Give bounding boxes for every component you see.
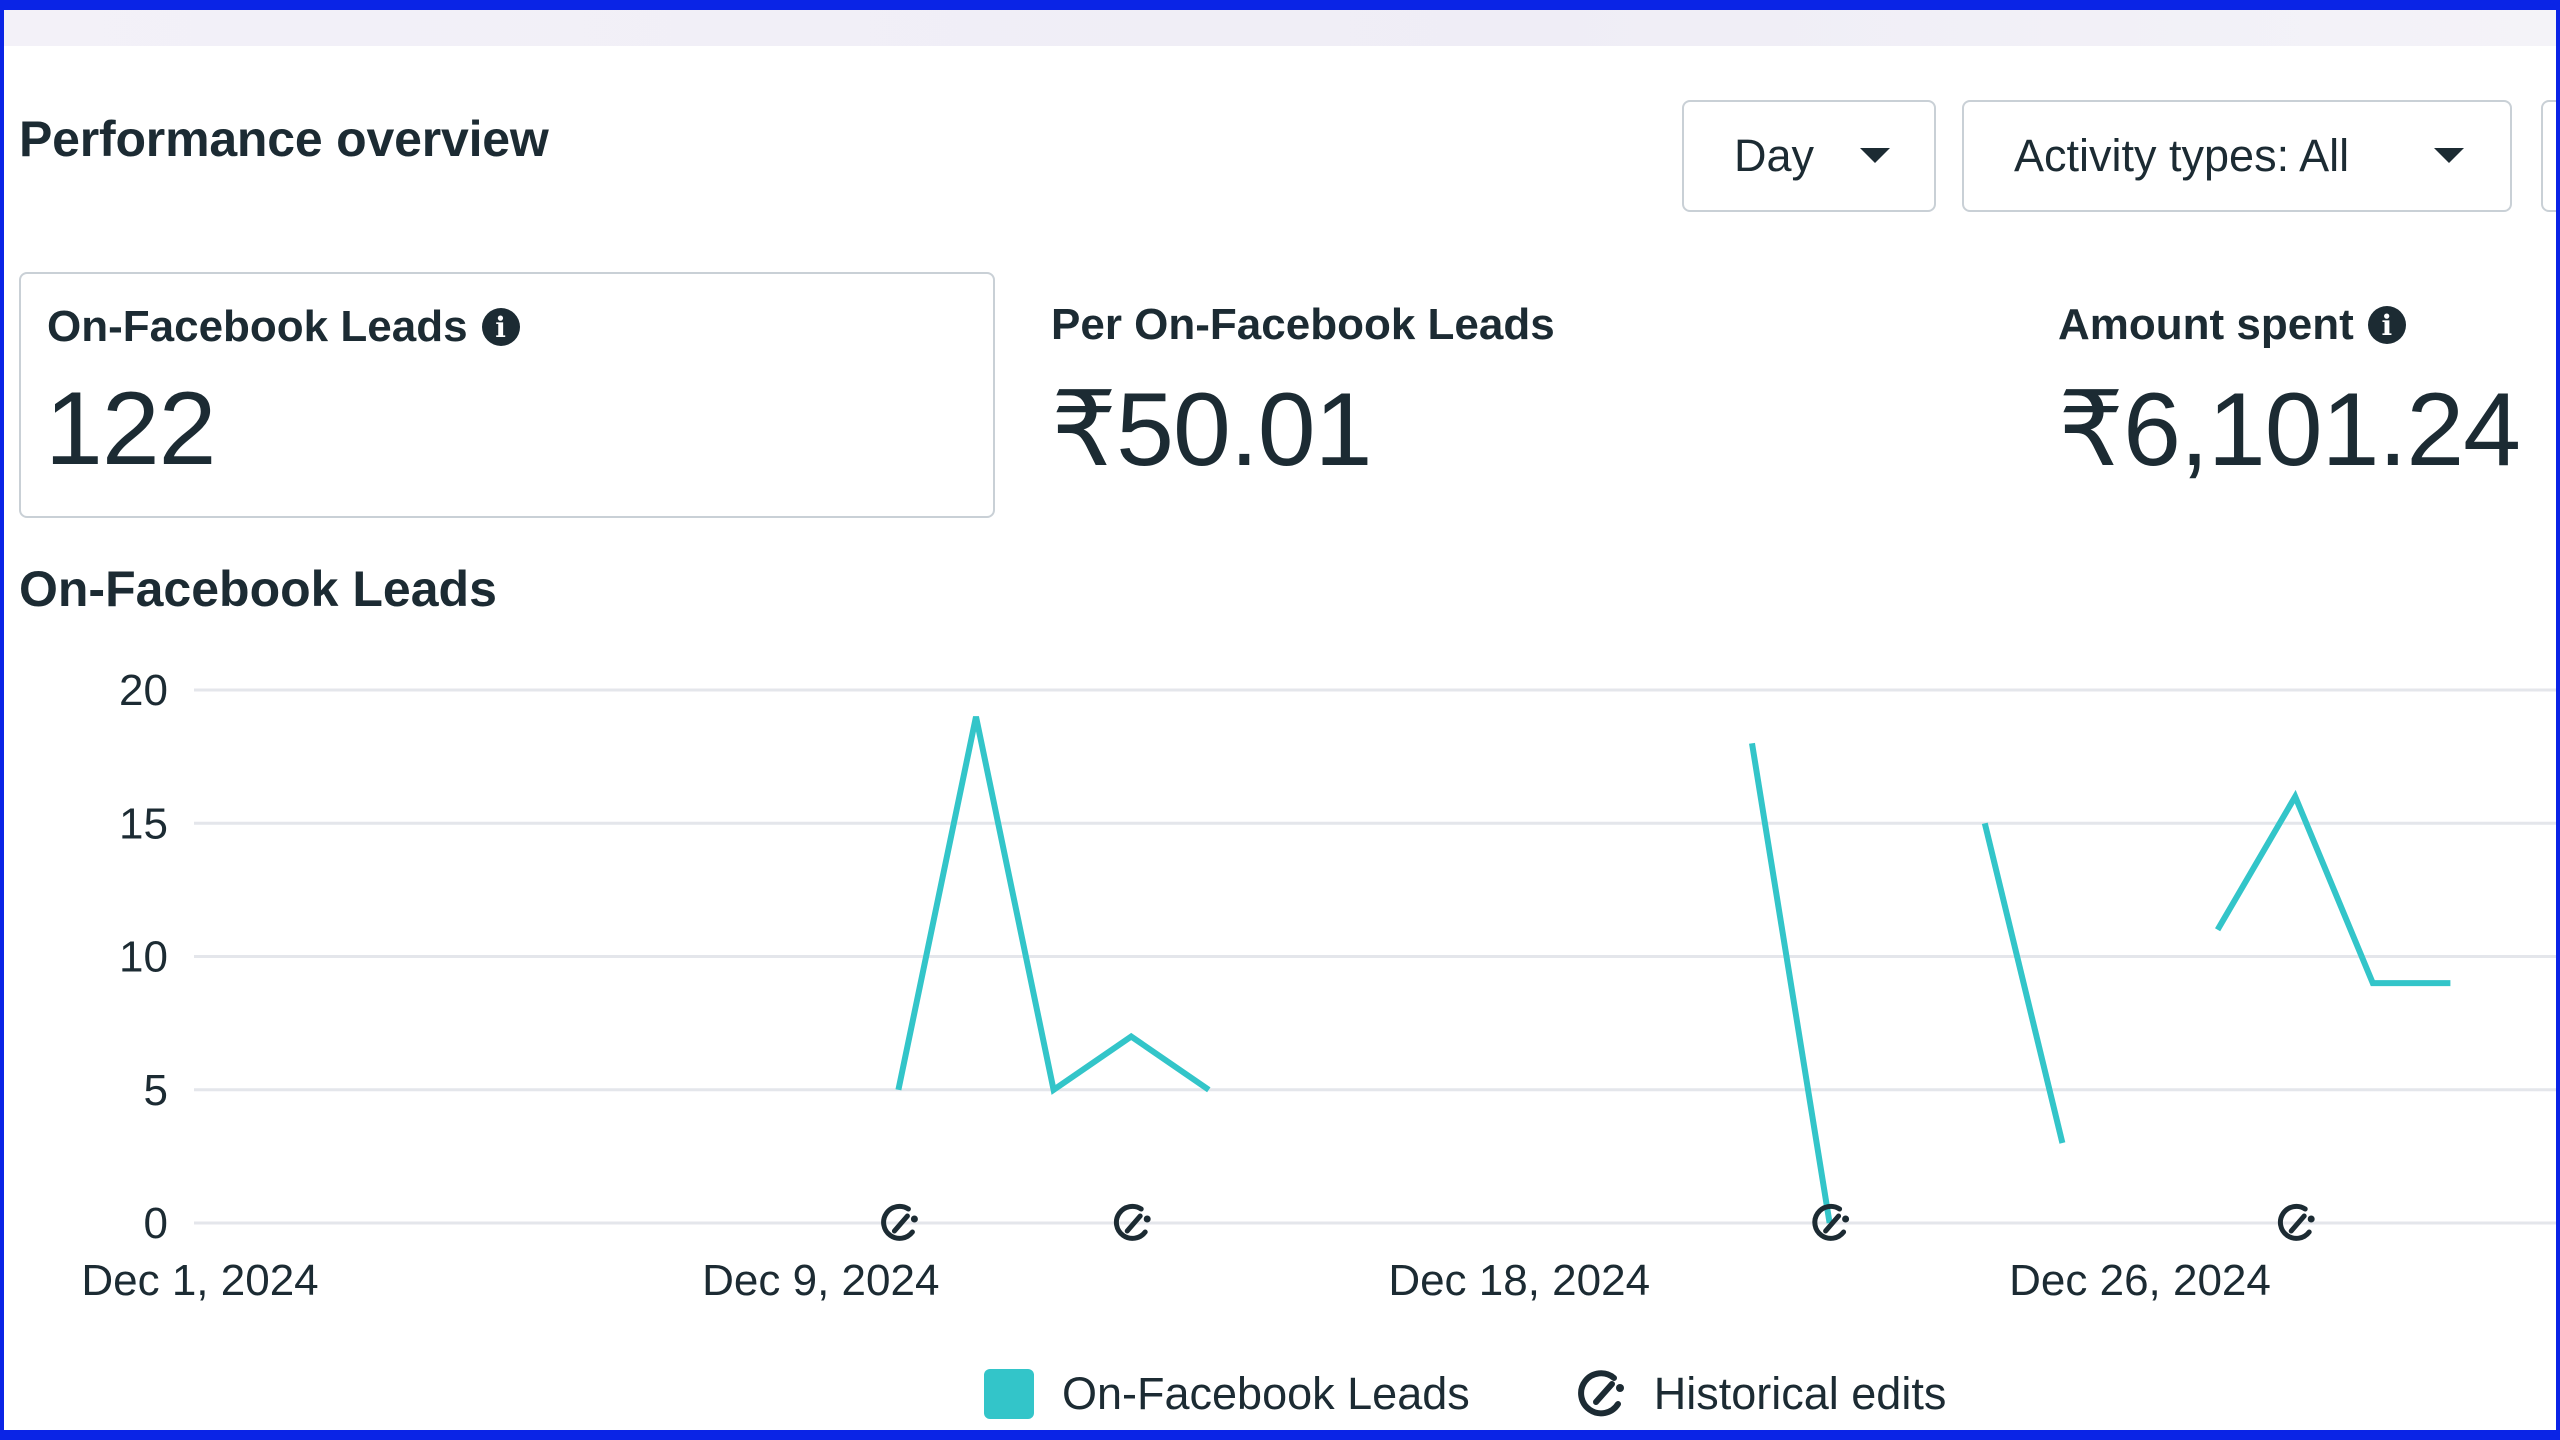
x-tick-label: Dec 1, 2024	[81, 1256, 318, 1305]
caret-down-icon	[1860, 148, 1890, 163]
info-icon[interactable]: i	[481, 308, 520, 346]
legend-label: On-Facebook Leads	[1062, 1368, 1470, 1419]
metric-label-row: Amount spent i	[2058, 300, 2406, 350]
historical-edit-icon	[881, 1203, 918, 1241]
series-line-segment	[1981, 822, 2066, 1144]
metric-value: 122	[45, 371, 217, 487]
app-frame: Performance overview Day Activity types:…	[4, 10, 2556, 1430]
historical-edit-icon	[1113, 1203, 1151, 1241]
legend-item-leads[interactable]: On-Facebook Leads	[984, 1368, 1470, 1420]
y-tick-label: 10	[119, 933, 168, 982]
historical-edit-icon	[1577, 1370, 1624, 1417]
metric-value: ₹6,101.24	[2058, 372, 2521, 488]
leads-line-chart: 0 5 10 15 20 Dec 1, 2024 Dec 9, 2024 Dec 18, 20…	[81, 666, 2556, 1305]
x-tick-label: Dec 9, 2024	[702, 1256, 939, 1305]
metric-label-row: On-Facebook Leads i	[47, 302, 520, 352]
page-title: Performance overview	[19, 111, 549, 167]
historical-edit-icon	[1812, 1203, 1850, 1241]
info-icon[interactable]: i	[2367, 306, 2406, 344]
caret-down-icon	[2434, 148, 2464, 163]
chart-title: On-Facebook Leads	[19, 561, 497, 617]
series-line-segment	[895, 716, 1211, 1095]
y-tick-label: 0	[144, 1199, 168, 1248]
metric-card-leads[interactable]: On-Facebook Leads i 122	[19, 272, 995, 518]
metric-value: ₹50.01	[1051, 372, 1372, 488]
historical-edit-icon	[2277, 1203, 2315, 1241]
top-strip	[4, 10, 2556, 46]
granularity-dropdown-label: Day	[1734, 130, 1815, 181]
legend-swatch	[984, 1369, 1034, 1419]
series-line-segment	[2215, 789, 2451, 987]
metric-label: Amount spent	[2058, 300, 2354, 349]
overflow-control-button[interactable]	[2541, 100, 2556, 212]
y-tick-label: 15	[119, 799, 168, 848]
metric-label: Per On-Facebook Leads	[1051, 300, 1555, 349]
chart-legend: On-Facebook Leads Historical edits	[984, 1366, 1946, 1422]
activity-types-dropdown-label: Activity types: All	[2014, 130, 2350, 181]
metric-label-row: Per On-Facebook Leads	[1051, 300, 1555, 350]
x-tick-label: Dec 26, 2024	[2009, 1256, 2271, 1305]
granularity-dropdown[interactable]: Day	[1682, 100, 1936, 212]
y-tick-label: 5	[144, 1066, 168, 1115]
legend-item-historical-edits[interactable]: Historical edits	[1574, 1366, 1947, 1422]
y-tick-label: 20	[119, 666, 168, 715]
metric-label: On-Facebook Leads	[47, 302, 468, 351]
activity-types-dropdown[interactable]: Activity types: All	[1962, 100, 2512, 212]
x-tick-label: Dec 18, 2024	[1388, 1256, 1650, 1305]
series-line-segment	[1749, 742, 1833, 1224]
legend-label: Historical edits	[1653, 1368, 1947, 1419]
